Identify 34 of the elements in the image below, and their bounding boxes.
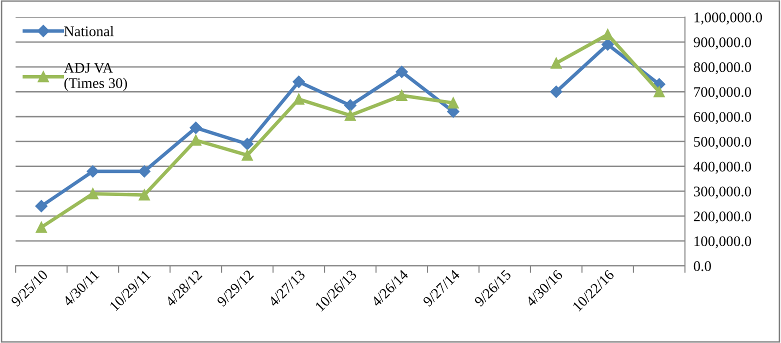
y-tick-label: 100,000.0 — [694, 236, 752, 248]
legend-label: National — [64, 26, 114, 36]
point — [396, 90, 408, 102]
point — [654, 86, 665, 98]
point — [242, 150, 253, 161]
legend-label: ADJ VA (Times 30) — [64, 63, 127, 92]
y-tick-label: 300,000.0 — [694, 186, 752, 199]
point — [448, 97, 459, 108]
y-tick-label: 800,000.0 — [694, 62, 752, 74]
point — [87, 188, 98, 200]
point — [241, 138, 254, 150]
point — [292, 76, 305, 88]
y-tick-label: 500,000.0 — [694, 136, 752, 149]
y-tick-label: 700,000.0 — [694, 87, 752, 100]
y-tick-label: 900,000.0 — [694, 37, 752, 50]
point — [293, 94, 304, 105]
y-tick-label: 600,000.0 — [694, 112, 752, 124]
point — [550, 58, 562, 69]
point — [602, 29, 614, 40]
point — [138, 189, 150, 201]
point — [138, 165, 150, 178]
point — [344, 99, 356, 112]
point — [190, 122, 202, 134]
point — [36, 222, 47, 233]
point — [190, 134, 202, 146]
y-tick-label: 1,000,000.0 — [694, 12, 762, 24]
y-tick-label: 400,000.0 — [694, 162, 752, 174]
y-tick-label: 200,000.0 — [694, 211, 752, 224]
point — [396, 66, 408, 78]
y-tick-label: 0.0 — [694, 261, 711, 272]
point — [344, 110, 356, 121]
point — [86, 165, 99, 178]
point — [550, 86, 562, 98]
point — [35, 200, 48, 212]
